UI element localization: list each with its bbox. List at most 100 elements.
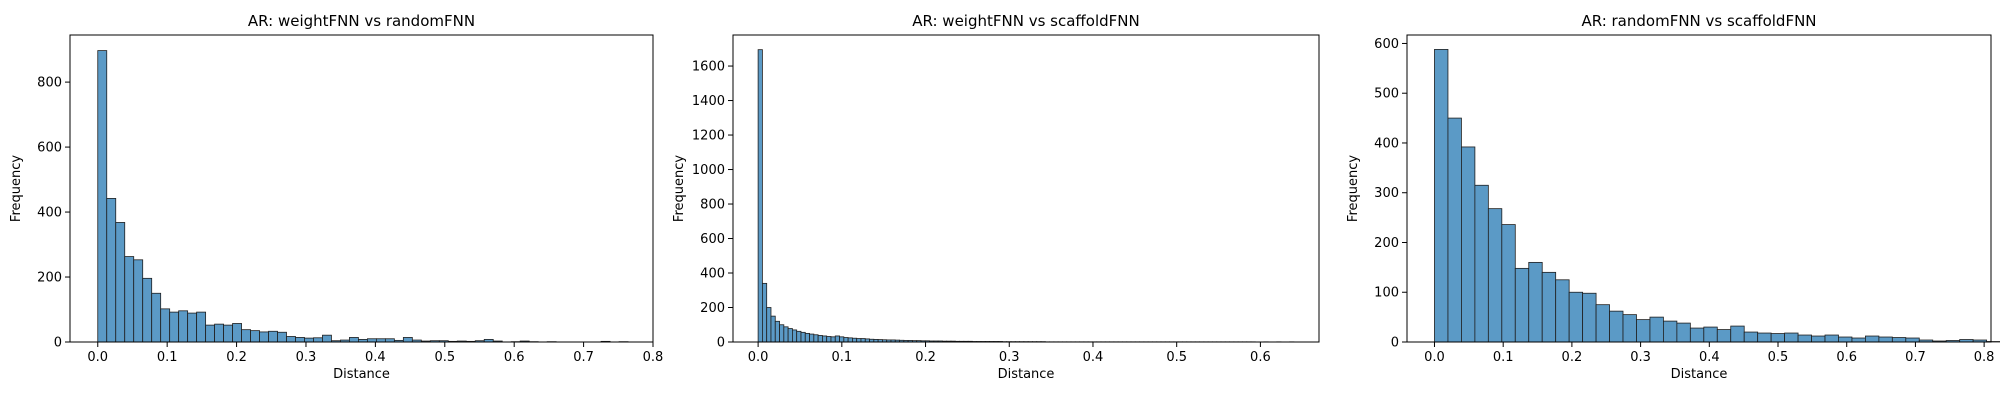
chart-title: AR: randomFNN vs scaffoldFNN <box>1581 12 1816 30</box>
y-tick-label: 1000 <box>692 163 725 178</box>
y-tick-label: 300 <box>1374 186 1399 201</box>
histogram-bar <box>1663 320 1678 343</box>
histogram-bar <box>151 292 162 343</box>
histogram-bar <box>196 311 207 343</box>
histogram-bar <box>1730 325 1745 343</box>
x-tick-label: 0.0 <box>1424 350 1445 365</box>
histogram-bar <box>839 336 845 343</box>
histogram-bar <box>232 323 242 343</box>
histogram-bar <box>843 337 849 343</box>
histogram-bar <box>1514 267 1530 343</box>
histogram-bar <box>779 324 785 343</box>
plot-frame <box>732 34 1320 343</box>
x-tick-label: 0.6 <box>504 350 525 365</box>
histogram-bar <box>106 198 117 343</box>
chart-title: AR: weightFNN vs scaffoldFNN <box>912 12 1139 30</box>
y-tick-label: 200 <box>700 301 725 316</box>
histogram-bar <box>834 335 840 343</box>
histogram-bar <box>804 332 810 343</box>
histogram-bar <box>1622 314 1637 343</box>
histogram-bar <box>1636 319 1651 343</box>
histogram-bar <box>1865 335 1880 343</box>
y-tick-label: 600 <box>1374 37 1399 52</box>
histogram-bar <box>259 331 269 343</box>
histogram-bar <box>223 324 233 343</box>
y-tick-label: 400 <box>1374 136 1399 151</box>
histogram-bar <box>313 337 323 343</box>
histogram-bar <box>1811 335 1826 343</box>
x-tick-label: 0.6 <box>1250 350 1271 365</box>
bars <box>757 49 1295 343</box>
histogram-bar <box>762 282 768 343</box>
histogram-bar <box>142 277 153 343</box>
x-tick-label: 0.2 <box>1562 350 1583 365</box>
y-axis-label: Frequency <box>9 155 24 222</box>
y-tick-label: 800 <box>700 198 725 213</box>
histogram-bar <box>1757 332 1772 343</box>
histogram-bar <box>1487 208 1503 343</box>
histogram-bar <box>214 323 224 343</box>
y-tick-label: 800 <box>37 76 62 91</box>
y-tick-label: 200 <box>37 271 62 286</box>
x-tick-label: 0.8 <box>643 350 664 365</box>
x-tick-label: 0.1 <box>1493 350 1514 365</box>
histogram-panel-weightfnn-vs-scaffoldfnn: AR: weightFNN vs scaffoldFNN Distance Fr… <box>672 12 1320 382</box>
histogram-bar <box>97 50 108 343</box>
histogram-bar <box>800 331 806 343</box>
histogram-bar <box>169 311 180 343</box>
y-tick-label: 1200 <box>692 129 725 144</box>
histogram-bar <box>295 337 305 343</box>
x-tick-label: 0.7 <box>1905 350 1926 365</box>
histogram-bar <box>1595 304 1610 343</box>
x-tick-label: 0.4 <box>1083 350 1104 365</box>
histogram-bar <box>1461 146 1476 343</box>
histogram-bar <box>322 334 332 343</box>
x-tick-label: 0.3 <box>1630 350 1651 365</box>
histogram-bar <box>1541 271 1557 343</box>
histogram-bar <box>783 326 789 343</box>
histogram-bar <box>787 328 793 343</box>
y-tick-label: 0 <box>1391 336 1399 351</box>
histogram-bar <box>304 337 314 343</box>
y-tick-label: 100 <box>1374 286 1399 301</box>
histogram-bar <box>757 49 763 343</box>
y-tick-label: 200 <box>1374 236 1399 251</box>
y-tick-label: 1400 <box>692 94 725 109</box>
histogram-bar <box>1824 334 1839 343</box>
x-tick-label: 0.7 <box>573 350 594 365</box>
histogram-panel-randomfnn-vs-scaffoldfnn: AR: randomFNN vs scaffoldFNN Distance Fr… <box>1346 12 2000 382</box>
histogram-bar <box>1582 292 1597 343</box>
histogram-bar <box>286 336 296 343</box>
histogram-bar <box>1905 337 1920 343</box>
histogram-bar <box>1878 336 1893 343</box>
y-tick-label: 0 <box>717 336 725 351</box>
histogram-bar <box>402 337 413 343</box>
histogram-bar <box>115 222 126 343</box>
plot-frame <box>69 34 654 343</box>
histogram-bar <box>268 330 278 343</box>
x-tick-label: 0.2 <box>226 350 247 365</box>
histogram-bar <box>809 333 815 343</box>
histogram-bar <box>1797 334 1812 343</box>
histogram-bar <box>1703 326 1718 343</box>
histogram-bar <box>1743 331 1759 343</box>
histogram-bar <box>817 335 823 343</box>
histogram-bar <box>133 259 144 343</box>
y-axis-label: Frequency <box>1346 155 1361 222</box>
chart-title: AR: weightFNN vs randomFNN <box>248 12 475 30</box>
x-tick-label: 0.8 <box>1974 350 1995 365</box>
histogram-bar <box>1891 337 1907 343</box>
x-axis-label: Distance <box>1671 367 1728 382</box>
y-tick-label: 400 <box>37 206 62 221</box>
histogram-bar <box>826 336 832 343</box>
histogram-bar <box>796 330 802 343</box>
histogram-bar <box>792 329 798 343</box>
x-tick-label: 0.5 <box>434 350 455 365</box>
histogram-bar <box>847 337 853 343</box>
histogram-bar <box>1568 291 1584 343</box>
histogram-bar <box>1528 261 1543 343</box>
histogram-bar <box>813 334 819 343</box>
histogram-bar <box>1474 184 1489 343</box>
x-tick-label: 0.3 <box>999 350 1020 365</box>
